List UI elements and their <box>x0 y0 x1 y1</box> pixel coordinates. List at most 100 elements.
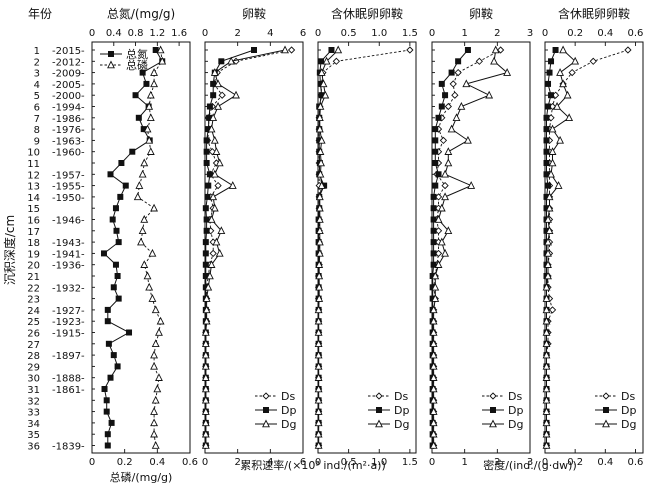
point <box>429 350 438 359</box>
point <box>429 441 438 449</box>
x-tick-label-top: 0.5 <box>341 28 357 39</box>
point <box>158 56 167 65</box>
point <box>202 250 209 257</box>
legend-item: Ds <box>255 390 295 403</box>
point <box>321 90 330 99</box>
year-tick-label: -1957- <box>52 170 85 181</box>
point <box>103 397 110 404</box>
point <box>104 431 111 438</box>
point <box>432 126 439 133</box>
legend-label: 总磷 <box>126 58 148 72</box>
x-tick-label-top: 0.6 <box>628 28 644 39</box>
point <box>491 45 500 54</box>
point <box>457 102 466 110</box>
point <box>104 442 111 449</box>
point <box>101 386 108 392</box>
point <box>429 295 436 302</box>
point <box>317 181 326 189</box>
point <box>545 103 552 110</box>
point <box>209 113 218 122</box>
point <box>431 294 440 302</box>
point <box>214 79 222 88</box>
x-tick-label-top: 1.0 <box>371 28 387 39</box>
point <box>449 80 457 88</box>
top-tick-label: 1.6 <box>171 28 187 39</box>
depth-tick-label: 29 <box>27 362 40 373</box>
depth-tick-label: 3 <box>34 69 40 80</box>
point <box>496 46 505 54</box>
point <box>334 45 343 54</box>
point <box>545 182 552 189</box>
point <box>207 260 216 268</box>
point <box>145 282 154 291</box>
point <box>201 361 210 370</box>
panel-frame <box>91 41 191 454</box>
year-tick-label: -1955- <box>52 182 85 193</box>
point <box>435 114 442 121</box>
depth-tick-label: 13 <box>27 182 40 193</box>
point <box>109 216 116 223</box>
depth-tick-label: 27 <box>27 340 40 351</box>
point <box>112 261 119 268</box>
legend-item: 总磷 <box>100 58 148 72</box>
depth-tick-label: 28 <box>27 351 40 362</box>
point <box>315 226 324 235</box>
point <box>107 171 114 178</box>
point <box>603 407 609 413</box>
x-tick-label-bottom: 2 <box>234 457 240 468</box>
point <box>100 250 107 257</box>
point <box>444 226 453 235</box>
legend-item: Ds <box>368 390 408 403</box>
point <box>589 57 597 65</box>
depth-tick-label: 22 <box>27 283 40 294</box>
point <box>201 339 210 348</box>
point <box>210 135 219 144</box>
point <box>148 294 157 302</box>
point <box>314 339 323 348</box>
point <box>314 407 323 415</box>
point <box>542 418 551 427</box>
year-tick-label: -1936- <box>52 261 85 272</box>
point <box>318 58 325 65</box>
point <box>251 47 257 53</box>
point <box>143 271 152 280</box>
legend-label: Dp <box>508 404 523 417</box>
x-tick-label-bottom: 1.0 <box>371 457 387 468</box>
point <box>203 160 210 166</box>
point <box>542 339 551 348</box>
point <box>489 419 497 428</box>
point <box>314 441 323 449</box>
point <box>104 318 111 325</box>
panel-frame <box>204 41 304 454</box>
point <box>203 227 210 234</box>
point <box>429 305 438 314</box>
point <box>430 239 437 246</box>
x-tick-label-bottom: 0.6 <box>628 457 644 468</box>
point <box>201 328 210 336</box>
point <box>318 92 325 99</box>
point <box>148 248 157 257</box>
year-tick-label: -1946- <box>52 216 85 227</box>
point <box>556 68 565 76</box>
point <box>441 192 449 201</box>
point <box>451 91 459 99</box>
depth-tick-label: 7 <box>34 114 40 125</box>
point <box>201 407 210 415</box>
point <box>544 271 552 280</box>
point <box>201 395 210 404</box>
point <box>543 205 550 212</box>
point <box>140 260 149 268</box>
x-tick-label-bottom: 0 <box>429 457 435 468</box>
point <box>543 193 550 200</box>
point <box>544 215 552 223</box>
x-tick-label-bottom: 0 <box>315 457 321 468</box>
point <box>202 305 211 314</box>
point <box>118 160 125 166</box>
point <box>201 373 210 381</box>
x-tick-label-top: 2 <box>494 28 500 39</box>
point <box>314 418 323 427</box>
point <box>543 227 550 234</box>
point <box>315 294 324 302</box>
depth-tick-labels: 1234567891011121314151617181920212223242… <box>27 46 40 453</box>
